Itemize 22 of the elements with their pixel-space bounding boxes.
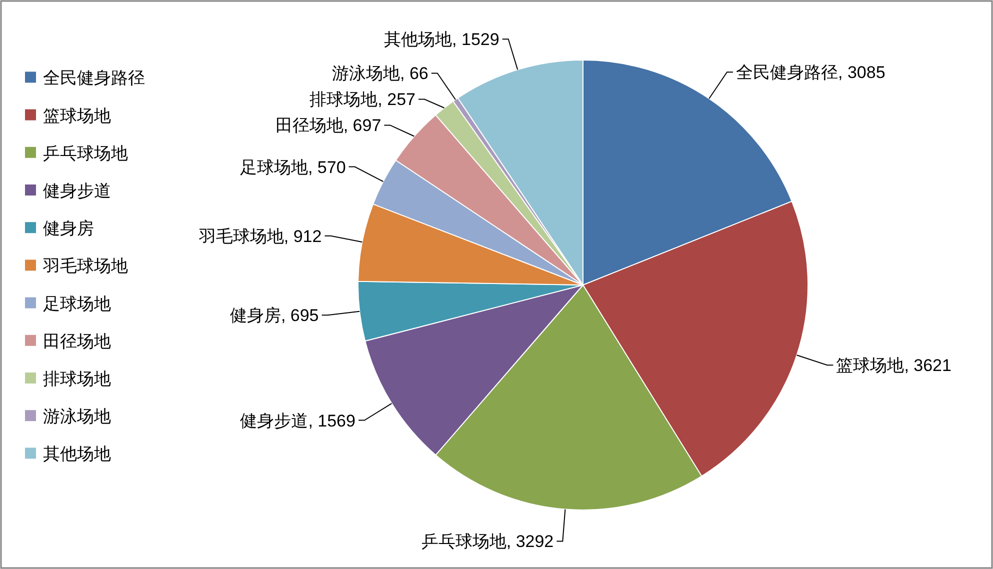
data-label: 足球场地, 570 (240, 158, 346, 177)
data-label: 排球场地, 257 (310, 90, 416, 110)
legend-label: 全民健身路径 (43, 68, 145, 88)
data-label: 其他场地, 1529 (384, 30, 500, 50)
legend-label: 乒乓球场地 (43, 144, 128, 163)
data-label: 乒乓球场地, 3292 (421, 532, 554, 552)
legend-label: 健身步道 (43, 182, 111, 200)
legend-label: 篮球场地 (43, 106, 111, 126)
legend-label: 田径场地 (43, 332, 111, 351)
data-label: 健身步道, 1569 (240, 411, 356, 430)
data-label: 羽毛球场地, 912 (198, 226, 322, 246)
legend-label: 游泳场地 (43, 407, 111, 426)
legend-label: 健身房 (43, 219, 94, 238)
data-label: 游泳场地, 66 (332, 64, 428, 84)
data-label: 田径场地, 697 (275, 116, 382, 136)
legend-label: 足球场地 (43, 294, 111, 314)
legend-label: 排球场地 (43, 370, 111, 388)
data-label: 全民健身路径, 3085 (736, 63, 886, 82)
legend-label: 羽毛球场地 (42, 256, 128, 276)
data-label: 健身房, 695 (230, 306, 319, 326)
legend-label: 其他场地 (43, 444, 111, 464)
data-label: 篮球场地, 3621 (836, 356, 952, 376)
